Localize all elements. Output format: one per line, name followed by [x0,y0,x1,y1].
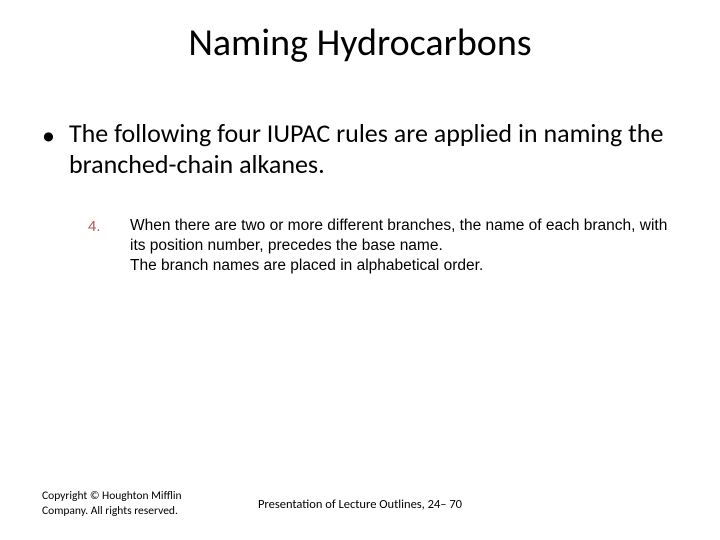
numbered-rule: 4. When there are two or more different … [88,216,668,275]
slide: Naming Hydrocarbons • The following four… [0,0,720,540]
slide-title: Naming Hydrocarbons [0,20,720,66]
bullet-text: The following four IUPAC rules are appli… [69,118,682,179]
rule-text: When there are two or more different bra… [130,216,668,275]
bullet-item: • The following four IUPAC rules are app… [42,118,682,179]
rule-number: 4. [88,218,106,235]
body-content: • The following four IUPAC rules are app… [42,118,682,197]
bullet-marker: • [42,121,55,150]
footer-presentation: Presentation of Lecture Outlines, 24– 70 [0,497,720,512]
